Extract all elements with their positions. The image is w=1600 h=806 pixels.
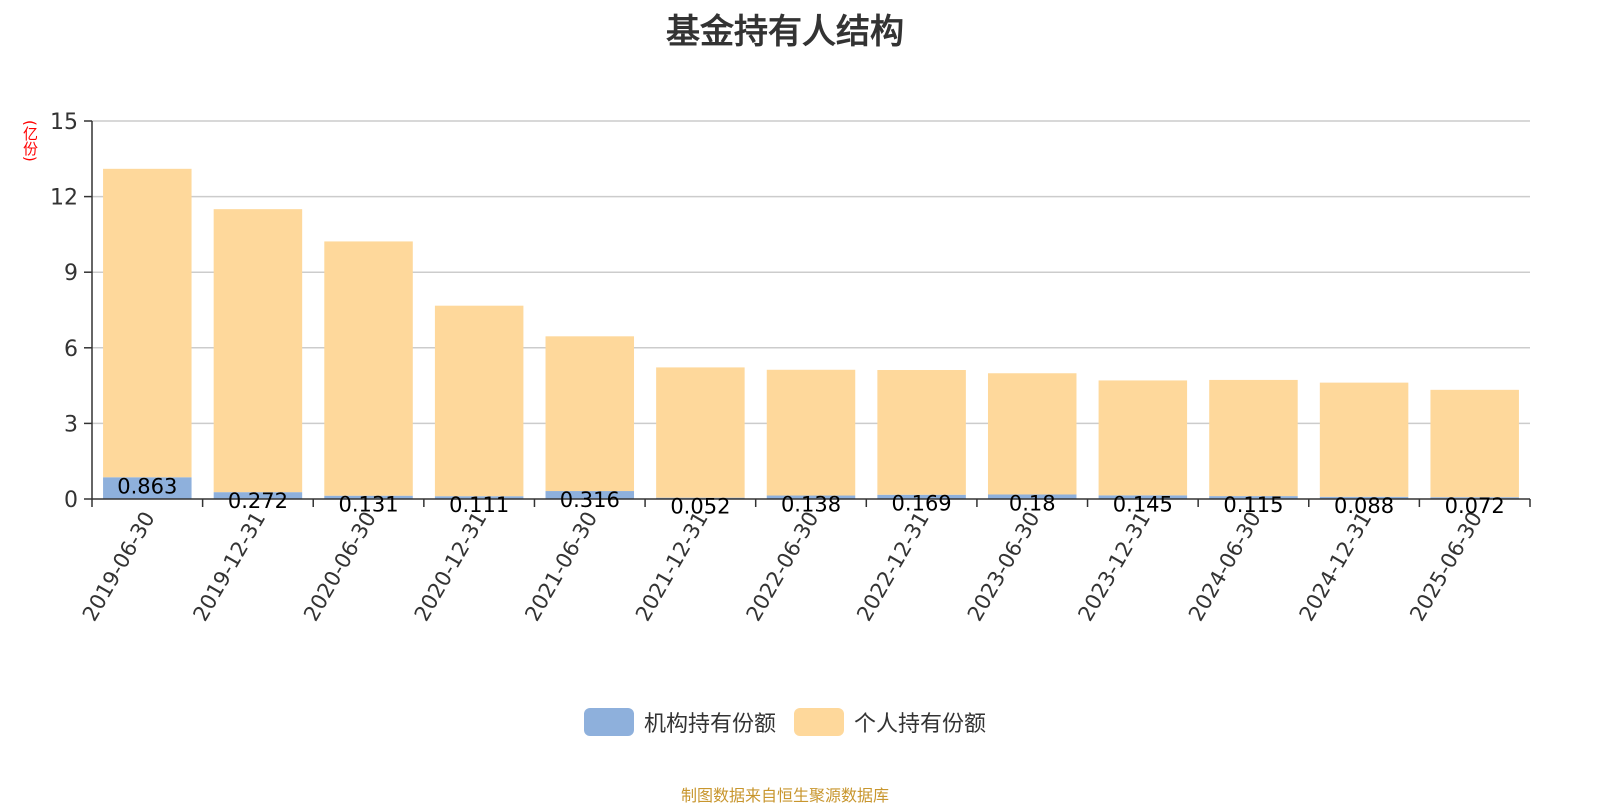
x-tick-label: 2022-06-30 <box>742 508 824 626</box>
data-label-institutional: 0.138 <box>781 493 841 517</box>
bar-individual[interactable] <box>103 168 192 478</box>
y-axis-unit-label: (亿份) <box>21 120 39 162</box>
chart-title: 基金持有人结构 <box>666 12 904 52</box>
bar-institutional[interactable] <box>877 494 966 499</box>
bar-individual[interactable] <box>987 373 1077 495</box>
x-tick-label: 2019-06-30 <box>78 508 160 626</box>
bar-individual[interactable] <box>324 241 413 496</box>
bar-individual[interactable] <box>1430 389 1519 498</box>
bar-individual[interactable] <box>213 209 303 493</box>
bar-individual[interactable] <box>1098 380 1188 496</box>
data-label-institutional: 0.052 <box>670 495 730 519</box>
x-tick-label: 2022-12-31 <box>852 508 934 626</box>
bar-institutional[interactable] <box>1209 496 1298 499</box>
data-label-institutional: 0.111 <box>449 493 509 517</box>
y-tick-label: 0 <box>64 488 78 513</box>
data-label-institutional: 0.088 <box>1334 494 1394 518</box>
data-label-institutional: 0.18 <box>1009 491 1056 515</box>
data-label-institutional: 0.169 <box>892 492 952 516</box>
y-tick-label: 6 <box>64 337 78 362</box>
legend-swatch-individual <box>794 708 844 736</box>
data-labels: 0.863 0.272 0.131 0.111 0.316 0.052 0.138 0.169… <box>117 474 1505 518</box>
bar-institutional[interactable] <box>324 495 413 499</box>
stacked-bar-chart: 0 3 6 9 12 15 2019-06-30 2019-12-31 2020-06-30 20… <box>50 110 1531 626</box>
bar-individual[interactable] <box>766 369 856 496</box>
data-label-institutional: 0.272 <box>228 489 288 513</box>
legend-item-institutional[interactable]: 机构持有份额 <box>583 706 776 738</box>
bar-institutional[interactable] <box>766 495 856 499</box>
y-tick-label: 9 <box>64 261 78 286</box>
bar-institutional[interactable] <box>545 491 635 499</box>
x-tick-label: 2024-06-30 <box>1184 508 1266 626</box>
bar-institutional[interactable] <box>1098 495 1188 499</box>
legend-label-individual: 个人持有份额 <box>854 712 987 737</box>
x-tick-label: 2023-06-30 <box>963 508 1045 626</box>
data-label-institutional: 0.145 <box>1113 492 1173 516</box>
y-tick-label: 15 <box>50 110 78 135</box>
bar-individual[interactable] <box>545 336 635 492</box>
x-tick-label: 2025-06-30 <box>1405 508 1487 626</box>
bar-individual[interactable] <box>1319 382 1409 497</box>
bar-institutional[interactable] <box>1319 496 1409 499</box>
legend-item-individual[interactable]: 个人持有份额 <box>794 706 986 738</box>
bar-individual[interactable] <box>434 305 524 497</box>
bar-institutional[interactable] <box>987 494 1077 499</box>
x-tick-label: 2021-12-31 <box>631 508 713 626</box>
x-tick-label: 2021-06-30 <box>520 508 602 626</box>
bar-institutional[interactable] <box>213 492 303 499</box>
y-tick-label: 12 <box>50 186 78 211</box>
x-tick-label: 2019-12-31 <box>188 508 270 626</box>
x-tick-label: 2023-12-31 <box>1073 508 1155 626</box>
bar-individual[interactable] <box>1209 379 1298 497</box>
source-note: 制图数据来自恒生聚源数据库 <box>680 786 889 805</box>
y-tick-label: 3 <box>64 412 78 437</box>
data-label-institutional: 0.072 <box>1445 494 1505 518</box>
bar-individual[interactable] <box>656 367 745 498</box>
bar-institutional[interactable] <box>103 477 192 499</box>
x-tick-label: 2024-12-31 <box>1295 508 1377 626</box>
data-label-institutional: 0.131 <box>338 493 398 517</box>
bar-individual[interactable] <box>877 370 966 495</box>
bar-institutional[interactable] <box>434 496 524 499</box>
x-tick-label: 2020-06-30 <box>299 508 381 626</box>
legend: 机构持有份额 个人持有份额 <box>0 704 1570 740</box>
data-label-institutional: 0.863 <box>117 474 177 498</box>
legend-label-institutional: 机构持有份额 <box>643 712 776 737</box>
data-label-institutional: 0.316 <box>560 488 620 512</box>
legend-swatch-institutional <box>583 708 634 736</box>
x-tick-label: 2020-12-31 <box>410 507 492 625</box>
bars <box>103 168 1519 499</box>
data-label-institutional: 0.115 <box>1223 493 1283 517</box>
bar-institutional[interactable] <box>1430 497 1519 499</box>
